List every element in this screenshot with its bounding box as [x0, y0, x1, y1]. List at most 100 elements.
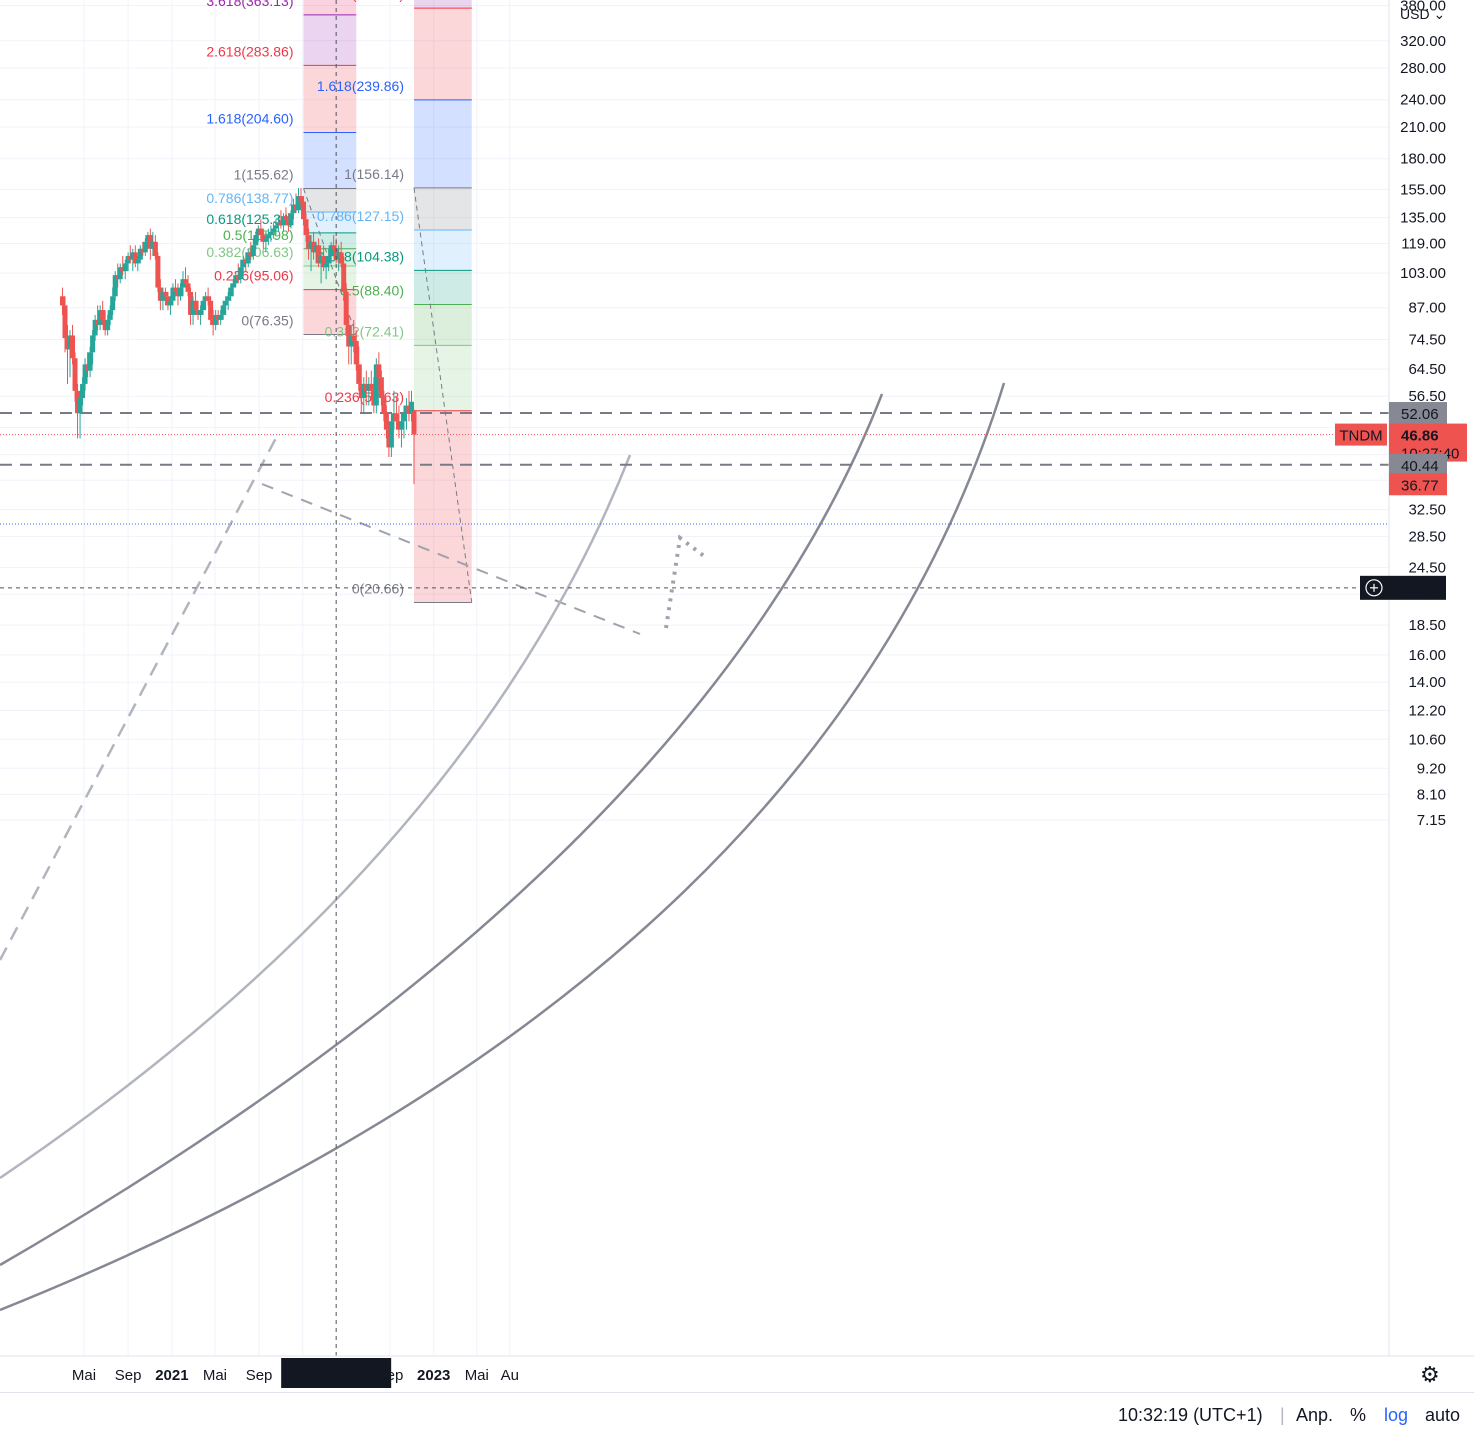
candle: [243, 252, 249, 272]
currency-selector[interactable]: USD ⌄: [1400, 6, 1445, 23]
candle-body: [278, 222, 284, 226]
candle: [338, 241, 344, 268]
fib-level-label: 1.618(239.86): [317, 78, 404, 94]
fib-trend-line: [413, 187, 473, 603]
candle: [218, 310, 224, 325]
crosshair-date-badge: [281, 1358, 392, 1388]
candle: [248, 241, 254, 260]
candle-body: [323, 263, 329, 268]
candle: [323, 255, 329, 280]
fib-level-label: 3.618(363.13): [206, 0, 293, 9]
candle-body: [351, 335, 357, 341]
candle: [253, 231, 259, 249]
candle: [145, 231, 151, 249]
fib-zone: [414, 410, 472, 603]
candle-body: [185, 283, 191, 292]
fib-zone: [414, 270, 472, 305]
fib-level-label: 0.618(125.34): [206, 211, 293, 227]
candle-body: [408, 401, 414, 414]
price-tick-label: 74.50: [1408, 332, 1446, 349]
candle-body: [353, 340, 359, 365]
price-tick-label: 32.50: [1408, 502, 1446, 519]
candle-body: [77, 398, 83, 414]
price-tick-label: 87.00: [1408, 300, 1446, 317]
candle-body: [303, 219, 309, 236]
candle: [125, 252, 131, 272]
candle: [235, 263, 241, 284]
candle: [200, 296, 206, 315]
time-tick-label: Sep: [246, 1367, 273, 1384]
fib-level-label: 2.618(283.86): [206, 43, 293, 59]
candle-body: [361, 383, 367, 399]
auto-toggle[interactable]: auto: [1425, 1405, 1461, 1425]
candle-body: [67, 335, 73, 350]
time-axis: MaiSep2021MaiSep2022Sep2023MaiAuMo 04 Ap…: [0, 1355, 1474, 1388]
status-bar: 10:32:19 (UTC+1) | Anp. % log auto: [0, 1392, 1474, 1441]
candle: [358, 364, 364, 414]
candle-body: [358, 383, 364, 399]
candle: [378, 370, 384, 406]
candle-body: [225, 296, 231, 301]
fib-zone: [414, 229, 472, 271]
candle-body: [258, 228, 264, 236]
candle-body: [95, 319, 101, 325]
candle: [183, 267, 189, 288]
price-tick-label: 56.50: [1408, 388, 1446, 405]
candle: [233, 271, 239, 288]
adjust-button[interactable]: Anp.: [1296, 1405, 1334, 1425]
candle: [393, 398, 399, 430]
candle-body: [62, 305, 68, 339]
candle: [105, 314, 111, 336]
candle-body: [188, 291, 194, 315]
candle: [240, 255, 246, 276]
candle: [130, 248, 136, 272]
candle: [77, 390, 83, 439]
candle-body: [378, 377, 384, 399]
fib-zone: [414, 304, 472, 346]
candle-body: [167, 300, 173, 306]
candle-body: [172, 287, 178, 292]
trend-line-dashed: [0, 437, 278, 961]
candle-body: [381, 398, 387, 414]
candle-body: [220, 305, 226, 315]
candle: [270, 222, 276, 239]
price-tick-label: 135.00: [1400, 210, 1446, 227]
candle: [366, 377, 372, 406]
candle-body: [253, 235, 259, 246]
candle: [346, 314, 352, 365]
candle: [92, 314, 98, 341]
candle-body: [100, 310, 106, 320]
price-tick-label: 18.50: [1408, 617, 1446, 634]
trend-line-dashed: [261, 483, 641, 635]
candle: [135, 255, 141, 272]
candle: [132, 245, 138, 268]
candle: [273, 219, 279, 236]
log-toggle[interactable]: log: [1384, 1405, 1409, 1425]
price-tick-label: 180.00: [1400, 151, 1446, 168]
candle: [275, 216, 281, 232]
fib-level-label: 0.786(127.15): [317, 208, 404, 224]
time-tick-label: Mai: [465, 1367, 489, 1384]
candle: [336, 245, 342, 272]
gear-icon[interactable]: ⚙: [1420, 1362, 1440, 1387]
candle-body: [311, 241, 317, 253]
candle: [308, 235, 314, 272]
percent-toggle[interactable]: %: [1350, 1405, 1367, 1425]
candle-body: [110, 296, 116, 311]
candle-body: [270, 228, 276, 232]
candle-body: [80, 383, 86, 399]
candle-body: [203, 296, 209, 301]
candle-body: [135, 259, 141, 264]
clock[interactable]: 10:32:19 (UTC+1): [1118, 1405, 1263, 1425]
candle: [59, 287, 65, 315]
divider: |: [1280, 1405, 1285, 1425]
price-tick-label: 103.00: [1400, 265, 1446, 282]
candle: [122, 259, 128, 280]
price-badge-value: 36.77: [1401, 477, 1439, 494]
candle: [170, 283, 176, 306]
candle: [343, 283, 349, 336]
candle: [177, 283, 183, 301]
candle: [172, 279, 178, 297]
candle: [406, 390, 412, 422]
